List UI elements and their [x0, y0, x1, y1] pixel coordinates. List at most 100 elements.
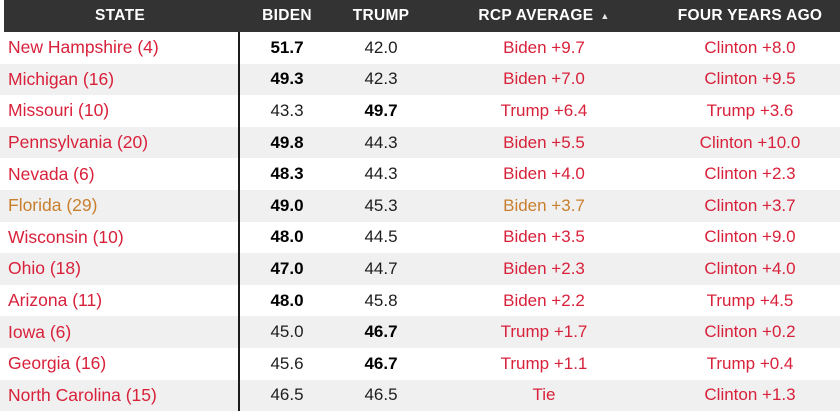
trump-value: 45.3: [364, 195, 398, 215]
state-cell: Pennsylvania (20): [0, 127, 240, 159]
column-divider: [238, 32, 240, 411]
column-header-state-label: STATE: [94, 7, 145, 24]
table-row: Florida (29) 49.0 45.3 Biden +3.7 Clinto…: [0, 189, 840, 222]
four-years-ago-value: Trump +4.5: [706, 290, 794, 310]
column-header-biden[interactable]: BIDEN: [240, 0, 334, 32]
column-header-four-years-ago-label: FOUR YEARS AGO: [677, 7, 823, 24]
state-cell: New Hampshire (4): [0, 32, 240, 64]
state-cell: North Carolina (15): [0, 380, 240, 412]
biden-value-cell: 46.5: [240, 380, 334, 412]
rcp-average-value: Trump +1.7: [500, 322, 588, 342]
table-body: New Hampshire (4) 51.7 42.0 Biden +9.7 C…: [0, 32, 840, 412]
table-row: Iowa (6) 45.0 46.7 Trump +1.7 Clinton +0…: [0, 316, 840, 348]
four-years-ago-value: Trump +0.4: [706, 353, 794, 373]
trump-value: 46.7: [364, 322, 398, 342]
biden-value-cell: 49.3: [240, 64, 334, 96]
state-link[interactable]: Ohio (18): [8, 258, 81, 279]
table-row: North Carolina (15) 46.5 46.5 Tie Clinto…: [0, 379, 840, 412]
biden-value: 48.0: [270, 227, 304, 247]
column-header-trump-label: TRUMP: [352, 7, 410, 24]
biden-value: 46.5: [270, 385, 304, 405]
trump-value-cell: 42.3: [334, 64, 428, 96]
trump-value-cell: 45.3: [334, 190, 428, 222]
four-years-ago-value: Clinton +4.0: [704, 258, 796, 278]
rcp-average-value: Tie: [532, 385, 556, 405]
biden-value: 49.8: [270, 132, 304, 152]
state-link[interactable]: Arizona (11): [8, 290, 103, 311]
state-cell: Florida (29): [0, 190, 240, 222]
trump-value-cell: 45.8: [334, 285, 428, 317]
biden-value-cell: 48.0: [240, 222, 334, 254]
table-row: Georgia (16) 45.6 46.7 Trump +1.1 Trump …: [0, 347, 840, 380]
state-link[interactable]: Michigan (16): [8, 68, 115, 89]
rcp-average-value: Biden +3.5: [503, 227, 585, 247]
biden-value: 49.3: [270, 69, 304, 89]
four-years-ago-value: Clinton +0.2: [704, 322, 796, 342]
biden-value-cell: 45.6: [240, 348, 334, 380]
state-cell: Ohio (18): [0, 253, 240, 285]
column-header-trump[interactable]: TRUMP: [334, 0, 428, 32]
biden-value-cell: 43.3: [240, 95, 334, 127]
column-header-rcp-average[interactable]: RCP AVERAGE ▲: [428, 0, 660, 32]
table-row: Pennsylvania (20) 49.8 44.3 Biden +5.5 C…: [0, 126, 840, 159]
sort-ascending-icon: ▲: [600, 10, 610, 21]
column-header-biden-label: BIDEN: [262, 7, 312, 24]
column-header-rcp-average-label: RCP AVERAGE: [478, 7, 594, 24]
biden-value-cell: 49.8: [240, 127, 334, 159]
state-link[interactable]: Missouri (10): [8, 100, 110, 121]
biden-value: 48.3: [270, 164, 304, 184]
state-link[interactable]: New Hampshire (4): [8, 37, 159, 58]
four-years-ago-value: Clinton +1.3: [704, 385, 796, 405]
state-cell: Georgia (16): [0, 348, 240, 380]
state-link[interactable]: Iowa (6): [8, 321, 72, 342]
table-header-row: STATE BIDEN TRUMP RCP AVERAGE ▲ FOUR YEA…: [0, 0, 840, 32]
four-years-ago-value: Clinton +9.0: [704, 227, 796, 247]
trump-value: 44.7: [364, 258, 398, 278]
state-link[interactable]: North Carolina (15): [8, 384, 157, 405]
table-row: Missouri (10) 43.3 49.7 Trump +6.4 Trump…: [0, 95, 840, 127]
rcp-average-value: Trump +1.1: [500, 353, 588, 373]
biden-value: 49.0: [270, 195, 304, 215]
trump-value-cell: 46.7: [334, 316, 428, 348]
trump-value-cell: 44.5: [334, 222, 428, 254]
trump-value-cell: 44.3: [334, 127, 428, 159]
state-cell: Michigan (16): [0, 64, 240, 96]
trump-value-cell: 42.0: [334, 32, 428, 64]
state-link[interactable]: Georgia (16): [8, 353, 107, 374]
trump-value-cell: 46.7: [334, 348, 428, 380]
trump-value: 49.7: [364, 100, 398, 120]
state-link[interactable]: Pennsylvania (20): [8, 132, 149, 153]
trump-value: 42.3: [364, 69, 398, 89]
biden-value-cell: 48.3: [240, 158, 334, 190]
state-cell: Nevada (6): [0, 158, 240, 190]
table-row: Nevada (6) 48.3 44.3 Biden +4.0 Clinton …: [0, 158, 840, 190]
rcp-average-value: Biden +7.0: [503, 69, 585, 89]
biden-value: 45.6: [270, 353, 304, 373]
rcp-average-value: Trump +6.4: [500, 100, 588, 120]
state-link[interactable]: Nevada (6): [8, 163, 95, 184]
table-row: Arizona (11) 48.0 45.8 Biden +2.2 Trump …: [0, 284, 840, 317]
rcp-average-value: Biden +5.5: [503, 132, 585, 152]
column-header-state[interactable]: STATE: [0, 0, 240, 32]
biden-value: 51.7: [270, 37, 304, 57]
state-link[interactable]: Florida (29): [8, 195, 98, 216]
biden-value-cell: 51.7: [240, 32, 334, 64]
state-link[interactable]: Wisconsin (10): [8, 226, 124, 247]
biden-value: 47.0: [270, 258, 304, 278]
table-row: Wisconsin (10) 48.0 44.5 Biden +3.5 Clin…: [0, 221, 840, 254]
trump-value-cell: 44.3: [334, 158, 428, 190]
state-cell: Missouri (10): [0, 95, 240, 127]
biden-value-cell: 49.0: [240, 190, 334, 222]
four-years-ago-value: Clinton +8.0: [704, 37, 796, 57]
biden-value: 48.0: [270, 290, 304, 310]
rcp-average-value: Biden +3.7: [503, 195, 585, 215]
rcp-average-value: Biden +2.2: [503, 290, 585, 310]
trump-value: 46.7: [364, 353, 398, 373]
column-header-four-years-ago[interactable]: FOUR YEARS AGO: [660, 0, 840, 32]
biden-value-cell: 47.0: [240, 253, 334, 285]
table-row: Michigan (16) 49.3 42.3 Biden +7.0 Clint…: [0, 63, 840, 96]
trump-value: 46.5: [364, 385, 398, 405]
four-years-ago-value: Clinton +2.3: [704, 164, 796, 184]
trump-value: 42.0: [364, 37, 398, 57]
state-cell: Iowa (6): [0, 316, 240, 348]
